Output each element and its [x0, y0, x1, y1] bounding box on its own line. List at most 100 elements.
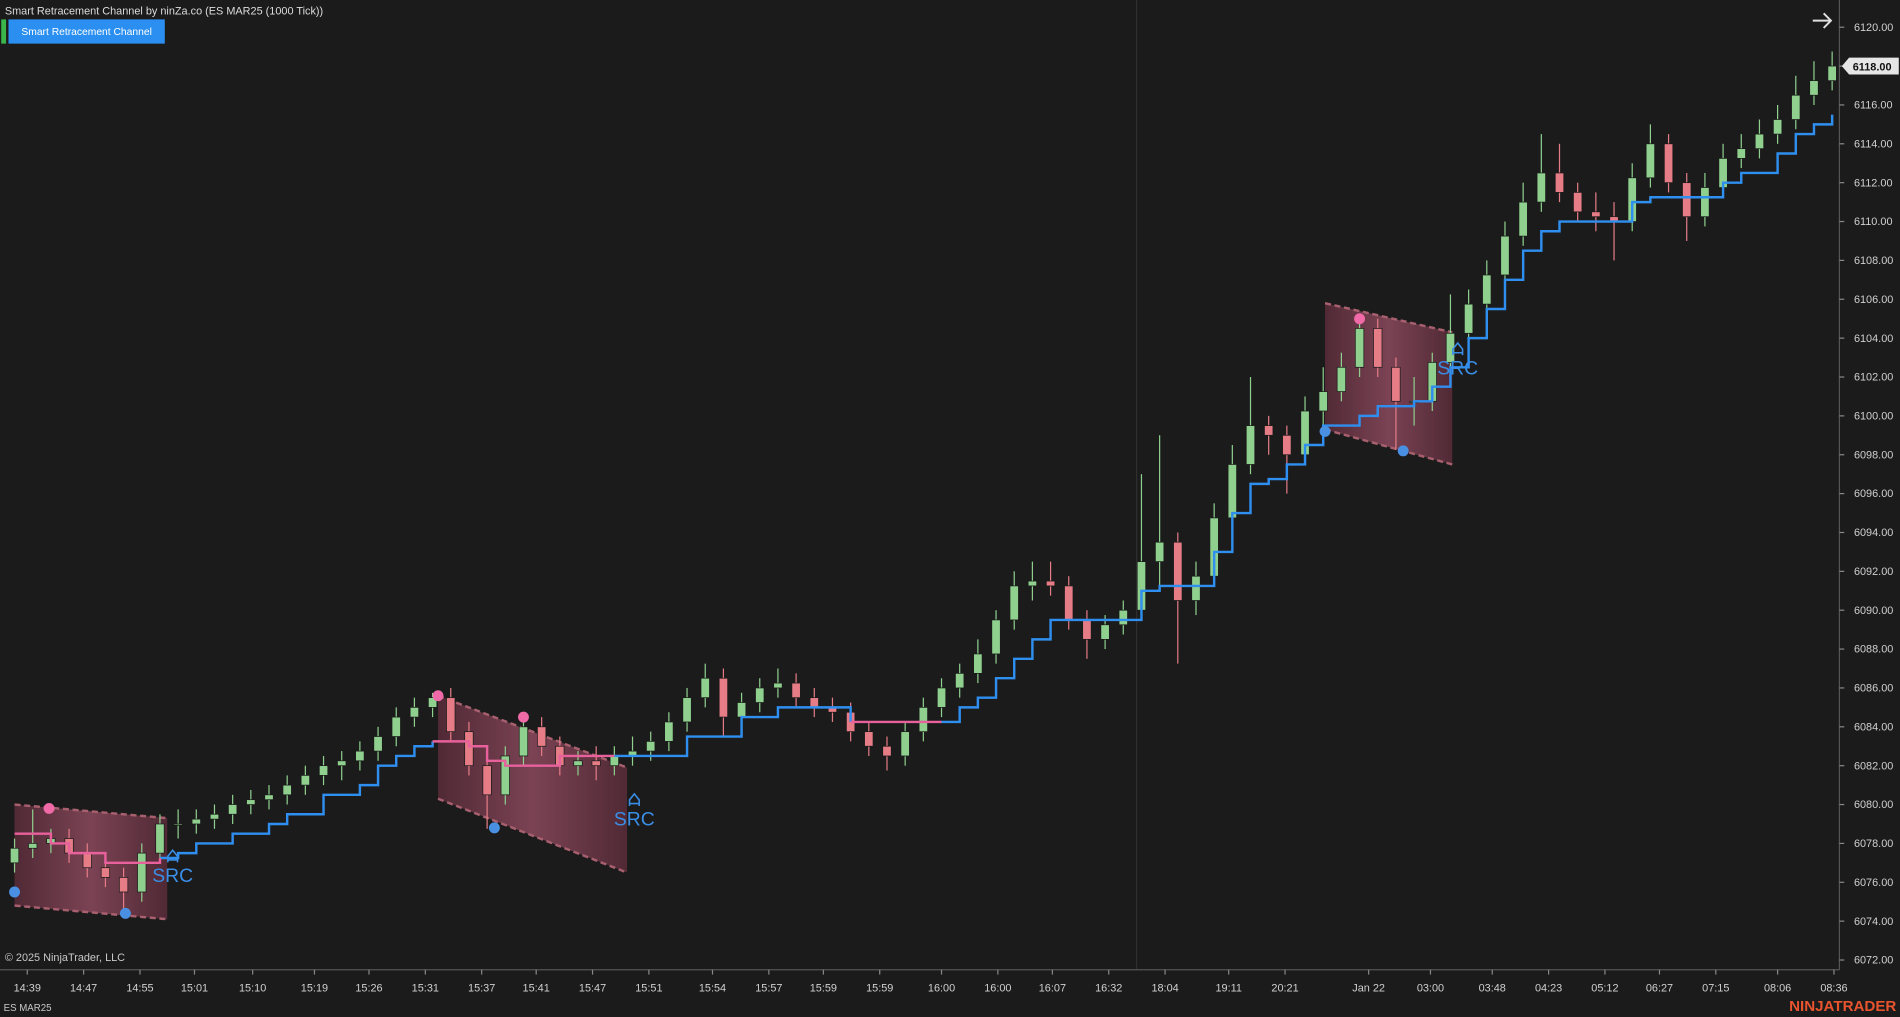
y-tick-label: 6110.00 [1854, 216, 1893, 228]
candle-body [391, 716, 401, 737]
candle-body [1064, 585, 1074, 621]
y-tick-label: 6114.00 [1854, 138, 1893, 150]
y-tick-label: 6116.00 [1854, 100, 1893, 112]
channel-bottom-edge [1324, 428, 1453, 466]
y-tick-label: 6072.00 [1854, 955, 1893, 967]
candle-body [1700, 187, 1710, 218]
x-tick-label: 05:12 [1591, 983, 1618, 995]
candle-body [282, 784, 292, 796]
candle-body [300, 775, 310, 786]
y-tick-label: 6078.00 [1854, 838, 1893, 850]
pivot-dot [488, 822, 500, 834]
y-tick-label: 6104.00 [1854, 333, 1893, 345]
candle-body [1082, 619, 1092, 640]
candle-body [9, 847, 20, 864]
signal-label: SRC [614, 808, 655, 830]
y-tick-label: 6120.00 [1854, 22, 1893, 34]
candle-body [1573, 192, 1583, 213]
x-tick-label: 06:27 [1646, 983, 1673, 995]
x-tick-label: 03:48 [1479, 983, 1506, 995]
candle-body [1754, 133, 1765, 150]
candle-body [155, 823, 165, 854]
x-tick-label: 15:59 [866, 983, 893, 995]
candle-body [1736, 148, 1746, 159]
y-tick-label: 6090.00 [1854, 605, 1893, 617]
candle-body [82, 852, 92, 869]
candle-body [936, 687, 947, 708]
x-tick-label: 08:06 [1764, 983, 1791, 995]
candle-body [773, 682, 783, 689]
y-tick-label: 6108.00 [1854, 255, 1893, 267]
candle-body [1373, 328, 1383, 368]
candle-body [609, 755, 619, 767]
copyright: © 2025 NinjaTrader, LLC [5, 952, 125, 964]
candle-body [664, 721, 674, 742]
candle-body [246, 799, 256, 805]
candle-body [1809, 80, 1819, 96]
y-tick-label: 6098.00 [1854, 449, 1893, 461]
pivot-dot [119, 907, 131, 919]
candle-body [318, 765, 329, 776]
candle-body [191, 818, 201, 825]
scroll-right-icon[interactable] [1812, 12, 1833, 29]
candle-body [1227, 464, 1237, 519]
x-tick-label: 15:57 [755, 983, 782, 995]
channel-top-edge [14, 803, 168, 820]
candle-body [1791, 94, 1801, 120]
candle-body [973, 653, 983, 674]
src-line [14, 720, 942, 865]
candle-body [1354, 328, 1365, 368]
indicator-button-label[interactable]: Smart Retracement Channel [21, 27, 151, 38]
y-tick-label: 6094.00 [1854, 527, 1893, 539]
candle-body [1391, 366, 1401, 402]
candle-body [591, 760, 601, 767]
candle-body [1245, 425, 1256, 465]
candle-body [518, 726, 529, 757]
candle-body [409, 707, 420, 718]
candle-body [1155, 541, 1165, 562]
last-price-label: 6118.00 [1853, 61, 1892, 73]
x-tick-label: 15:26 [355, 983, 382, 995]
candle-body [1827, 65, 1837, 82]
candle-body [427, 697, 438, 708]
x-tick-label: 03:00 [1417, 983, 1444, 995]
candle-body [373, 736, 383, 752]
candle-body [137, 852, 147, 893]
candle-body [682, 697, 692, 723]
candle-body [1500, 235, 1510, 276]
candle-body [1591, 211, 1601, 218]
candle-body [1318, 391, 1328, 412]
x-tick-label: 16:00 [928, 983, 955, 995]
y-tick-label: 6082.00 [1854, 760, 1893, 772]
candle-body [900, 731, 910, 757]
signal-arrow [1452, 341, 1464, 356]
candle-body [1009, 585, 1019, 621]
candle-body [882, 745, 892, 757]
candle-body [955, 673, 965, 689]
candle-body [1536, 172, 1546, 203]
candle-body [537, 726, 547, 747]
y-tick-label: 6080.00 [1854, 799, 1893, 811]
signal-label: SRC [152, 865, 193, 887]
candle-body [700, 677, 710, 699]
x-tick-label: 15:47 [579, 983, 606, 995]
brand-logo: NINJATRADER [1789, 998, 1896, 1015]
candle-body [1518, 201, 1528, 237]
candle-body [446, 697, 456, 733]
candle-body [264, 794, 274, 801]
candle-body [1100, 624, 1110, 640]
plot-area: SRC SRC SRC [9, 51, 1837, 921]
candle-body [500, 755, 510, 796]
x-tick-label: 04:23 [1535, 983, 1562, 995]
indicator-title: Smart Retracement Channel by ninZa.co (E… [5, 6, 323, 18]
candle-body [1191, 575, 1201, 601]
candle-body [1118, 609, 1128, 626]
candle-body [1282, 434, 1292, 456]
candle-body [1554, 172, 1565, 193]
y-tick-label: 6112.00 [1854, 177, 1893, 189]
indicator-button[interactable] [8, 19, 165, 44]
candle-body [1045, 580, 1056, 587]
